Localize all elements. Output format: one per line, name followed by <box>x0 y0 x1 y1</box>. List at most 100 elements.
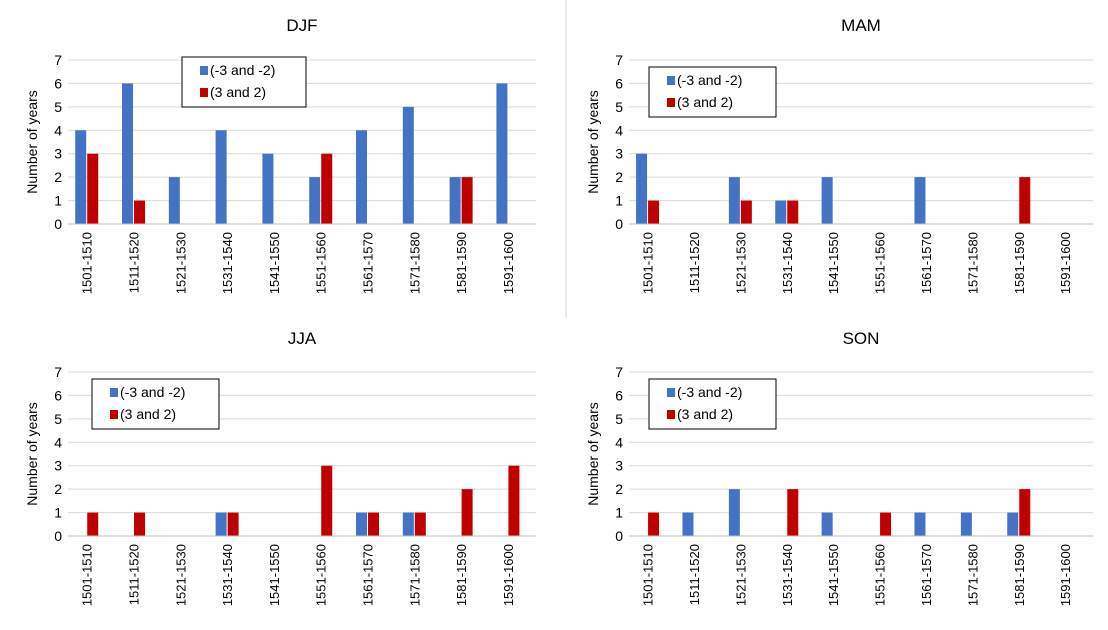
bar-negative <box>215 512 227 536</box>
bar-positive <box>134 512 146 536</box>
x-tick-label: 1591-1600 <box>501 232 516 294</box>
y-tick-label: 5 <box>54 99 62 115</box>
legend-label: (3 and 2) <box>677 406 733 422</box>
bar-positive <box>1019 489 1031 536</box>
legend-label: (-3 and -2) <box>120 384 185 400</box>
y-tick-label: 0 <box>615 528 623 544</box>
y-tick-label: 4 <box>615 434 623 450</box>
legend-box <box>181 56 307 108</box>
bar-negative <box>775 200 787 224</box>
x-tick-label: 1541-1550 <box>826 544 841 606</box>
chart-title: MAM <box>841 16 881 35</box>
y-tick-label: 2 <box>615 481 623 497</box>
y-tick-label: 2 <box>615 169 623 185</box>
x-tick-label: 1521-1530 <box>173 232 188 294</box>
bar-negative <box>122 83 134 224</box>
y-tick-label: 1 <box>54 505 62 521</box>
x-tick-label: 1571-1580 <box>965 232 980 294</box>
bar-negative <box>728 177 740 224</box>
y-tick-label: 1 <box>54 193 62 209</box>
legend-label: (3 and 2) <box>120 406 176 422</box>
x-tick-label: 1581-1590 <box>1012 232 1027 294</box>
x-tick-label: 1561-1570 <box>919 232 934 294</box>
legend-label: (3 and 2) <box>677 94 733 110</box>
y-tick-label: 1 <box>615 505 623 521</box>
x-tick-label: 1501-1510 <box>80 232 95 294</box>
bar-negative <box>449 177 461 224</box>
y-tick-label: 0 <box>54 216 62 232</box>
bar-negative <box>75 130 87 224</box>
chart-0: 0 1 2 3 4 5 6 7 DJF Number of years 1501-1510 1511-… <box>24 16 536 294</box>
y-tick-label: 3 <box>54 146 62 162</box>
x-tick-label: 1581-1590 <box>1012 544 1027 606</box>
chart-3: 0 1 2 3 4 5 6 7 SON Number of years 1501-1510 1511-… <box>585 329 1093 606</box>
x-tick-label: 1521-1530 <box>733 232 748 294</box>
x-tick-label: 1561-1570 <box>919 544 934 606</box>
x-tick-label: 1501-1510 <box>641 544 656 606</box>
bar-positive <box>368 512 380 536</box>
legend-swatch <box>667 98 675 107</box>
bar-positive <box>321 465 333 536</box>
x-tick-label: 1581-1590 <box>454 232 469 294</box>
legend-label: (-3 and -2) <box>677 384 742 400</box>
chart-1: 0 1 2 3 4 5 6 7 MAM Number of years 1501-1510 1511-… <box>585 16 1093 294</box>
y-tick-label: 4 <box>615 122 623 138</box>
x-tick-label: 1551-1560 <box>314 232 329 294</box>
y-tick-label: 5 <box>615 99 623 115</box>
legend-label: (3 and 2) <box>210 84 266 100</box>
bar-negative <box>402 106 414 224</box>
legend-label: (-3 and -2) <box>677 72 742 88</box>
bar-positive <box>648 200 660 224</box>
bar-negative <box>682 512 694 536</box>
x-tick-label: 1511-1520 <box>127 544 142 605</box>
legend-box <box>91 378 220 430</box>
x-tick-label: 1521-1530 <box>733 544 748 606</box>
bar-negative <box>914 512 926 536</box>
bar-positive <box>1019 177 1031 224</box>
bar-positive <box>227 512 239 536</box>
y-tick-label: 1 <box>615 193 623 209</box>
legend-swatch <box>110 388 118 397</box>
x-tick-label: 1551-1560 <box>873 544 888 606</box>
x-tick-label: 1541-1550 <box>267 544 282 606</box>
x-tick-label: 1531-1540 <box>220 544 235 606</box>
y-tick-label: 7 <box>615 364 623 380</box>
bar-negative <box>914 177 926 224</box>
bar-positive <box>508 465 520 536</box>
bar-negative <box>821 177 833 224</box>
bar-positive <box>787 489 799 536</box>
x-tick-label: 1521-1530 <box>173 544 188 606</box>
y-tick-label: 3 <box>54 458 62 474</box>
y-axis-label: Number of years <box>24 402 40 505</box>
x-tick-label: 1501-1510 <box>80 544 95 606</box>
y-tick-label: 0 <box>615 216 623 232</box>
bar-positive <box>321 153 333 224</box>
y-tick-label: 4 <box>54 122 62 138</box>
bar-negative <box>262 153 274 224</box>
bar-positive <box>648 512 660 536</box>
chart-2: 0 1 2 3 4 5 6 7 JJA Number of years 1501-1510 1511-… <box>24 329 536 606</box>
y-tick-label: 6 <box>615 387 623 403</box>
y-tick-label: 7 <box>615 52 623 68</box>
x-tick-label: 1591-1600 <box>1058 544 1073 606</box>
y-tick-label: 0 <box>54 528 62 544</box>
legend-box <box>648 378 777 430</box>
x-tick-label: 1581-1590 <box>454 544 469 606</box>
bar-negative <box>168 177 180 224</box>
x-tick-label: 1591-1600 <box>1058 232 1073 294</box>
legend-box <box>648 66 777 118</box>
legend-label: (-3 and -2) <box>210 62 275 78</box>
y-tick-label: 7 <box>54 364 62 380</box>
bar-positive <box>880 512 892 536</box>
bar-negative <box>1007 512 1019 536</box>
bar-negative <box>356 512 368 536</box>
y-tick-label: 5 <box>54 411 62 427</box>
bar-positive <box>740 200 752 224</box>
x-tick-label: 1511-1520 <box>127 232 142 293</box>
x-tick-label: 1531-1540 <box>220 232 235 294</box>
legend-swatch <box>200 66 208 75</box>
bar-positive <box>461 177 473 224</box>
bar-negative <box>402 512 414 536</box>
chart-title: DJF <box>286 16 317 35</box>
